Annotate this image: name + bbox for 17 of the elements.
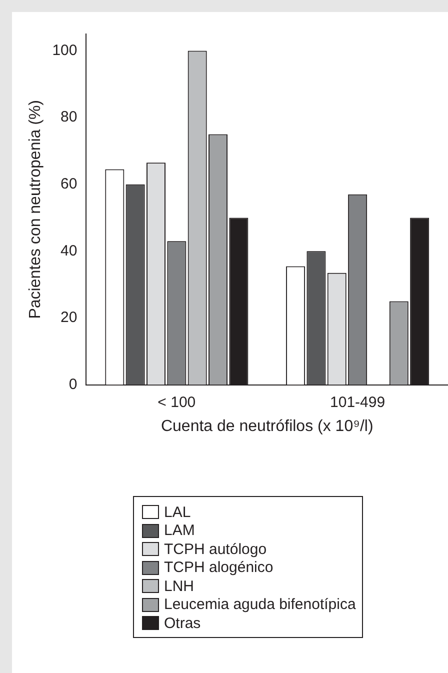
y-tick-label: 20 [60, 309, 78, 326]
y-tick-label: 100 [52, 42, 78, 59]
legend-label: TCPH alogénico [164, 559, 274, 576]
y-tick-label: 60 [60, 175, 78, 192]
legend-label: Leucemia aguda bifenotípica [164, 596, 356, 614]
legend-label: Otras [164, 614, 201, 632]
x-axis-title: Cuenta de neutrófilos (x 10⁹/l) [160, 418, 374, 435]
y-axis-title: Pacientes con neutropenia (%) [27, 100, 44, 319]
y-tick-label: 40 [60, 242, 78, 260]
legend-label: LNH [164, 578, 194, 595]
x-tick-label: < 100 [158, 394, 196, 411]
legend-label: LAL [164, 504, 191, 521]
legend-label: TCPH autólogo [164, 540, 267, 558]
y-tick-label: 80 [60, 108, 78, 126]
y-tick-label: 0 [68, 376, 78, 393]
x-tick-label: 101-499 [330, 394, 386, 411]
legend-label: LAM [164, 522, 195, 540]
